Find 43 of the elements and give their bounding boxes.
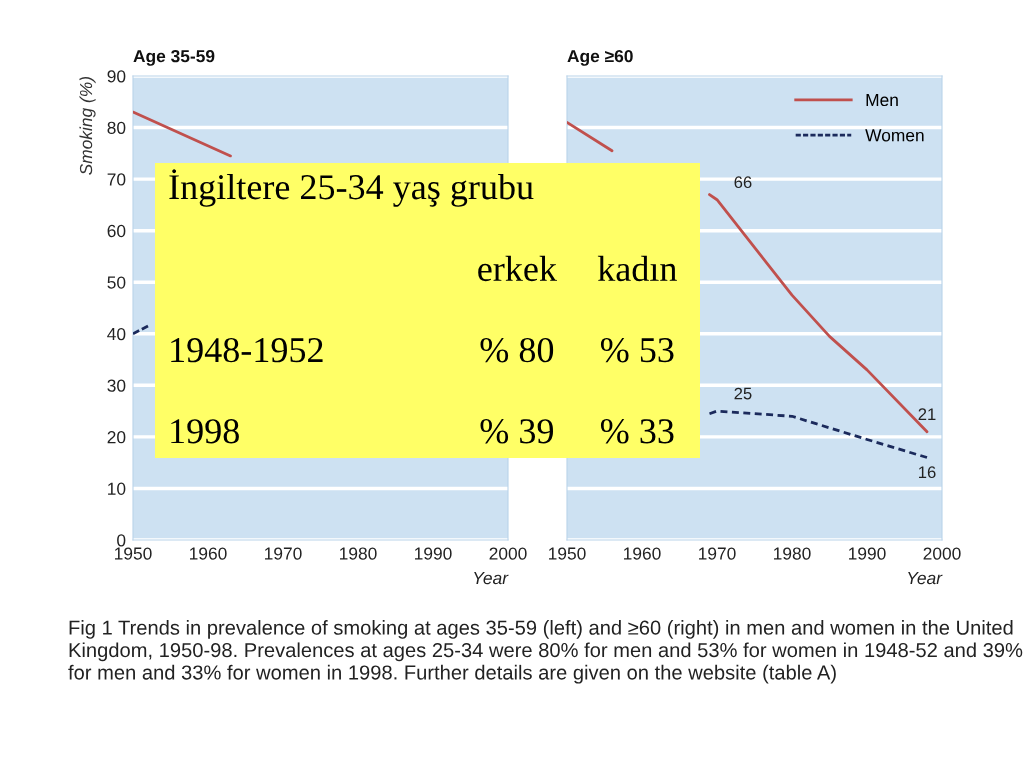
- x-tick-label: 1990: [849, 547, 886, 560]
- x-tick-label: 1950: [549, 547, 586, 560]
- category-label: erkek: [478, 255, 557, 282]
- x-tick-label: 1970: [265, 547, 302, 560]
- data-label: 16: [919, 466, 936, 479]
- category-label: 1948-1952: [171, 337, 323, 363]
- x-tick-label: 2000: [923, 547, 961, 560]
- x-tick-label: 1970: [699, 547, 736, 560]
- chart-title: Age 35-59: [133, 49, 215, 66]
- y-tick-label: 30: [107, 379, 126, 392]
- data-label: 21: [918, 408, 936, 420]
- y-tick-label: 60: [107, 224, 126, 238]
- text: % 53: [600, 337, 674, 363]
- text: % 80: [480, 337, 554, 363]
- y-tick-label: 40: [107, 327, 126, 341]
- x-axis-title: Year: [908, 572, 943, 585]
- y-tick-label: 90: [107, 70, 126, 83]
- legend-label: Women: [865, 129, 924, 142]
- text: % 33: [600, 419, 674, 444]
- x-tick-label: 2000: [489, 547, 527, 560]
- data-label: 25: [734, 387, 752, 400]
- y-tick-label: 0: [117, 534, 126, 547]
- y-axis-title: Smoking (%): [79, 77, 96, 175]
- y-tick-label: 50: [107, 276, 126, 289]
- category-label: kadın: [597, 255, 677, 282]
- x-tick-label: 1960: [624, 547, 661, 560]
- data-label: 66: [734, 176, 752, 189]
- y-tick-label: 80: [107, 121, 126, 135]
- text: % 39: [480, 419, 554, 444]
- x-tick-label: 1980: [340, 547, 377, 560]
- caption: Fig 1 Trends in prevalence of smoking at ages 35-59 (left) and ≥60 (right) in men and women in the United Kingdom, 1950-98. Prevalences at ages 25-34 were 80% for men and 53% for women in 1948-52 and 39% for men and 33% for women in 1998. Further details are given on the website (table A): [68, 620, 1023, 684]
- x-tick-label: 1960: [190, 547, 227, 560]
- legend-label: Men: [866, 94, 898, 107]
- x-tick-label: 1990: [415, 547, 452, 560]
- chart-title: Age ≥60: [567, 49, 633, 66]
- text: İngiltere 25-34 yaş grubu: [169, 169, 534, 207]
- x-tick-label: 1980: [774, 547, 811, 560]
- y-tick-label: 10: [108, 482, 126, 495]
- y-tick-label: 20: [107, 431, 126, 444]
- x-tick-label: 1950: [115, 547, 152, 560]
- y-tick-label: 70: [107, 173, 126, 186]
- category-label: 1998: [171, 419, 239, 444]
- x-axis-title: Year: [474, 572, 509, 585]
